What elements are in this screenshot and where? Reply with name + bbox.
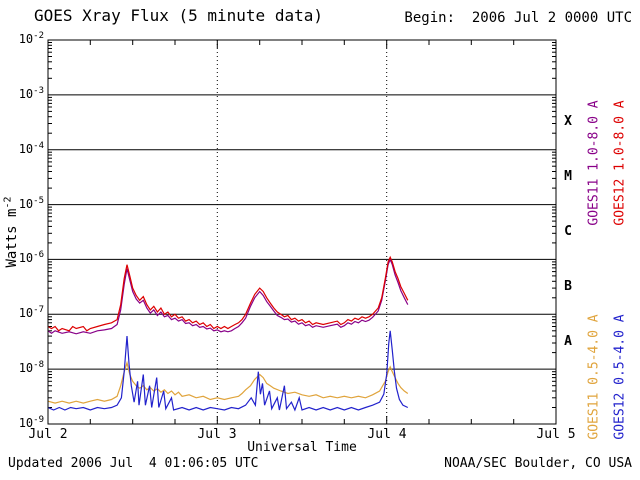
legend-goes11-long: GOES11 1.0-8.0 A bbox=[586, 100, 602, 226]
legend-goes12-short: GOES12 0.5-4.0 A bbox=[612, 314, 628, 440]
x-tick-label: Jul 4 bbox=[367, 427, 407, 442]
flare-class-label-c: C bbox=[564, 224, 572, 239]
flare-class-label-a: A bbox=[564, 334, 572, 349]
flare-class-label-b: B bbox=[564, 279, 572, 294]
series-trace-3 bbox=[47, 330, 409, 412]
updated-timestamp: Updated 2006 Jul 4 01:06:05 UTC bbox=[8, 456, 259, 471]
series-trace-1 bbox=[47, 255, 409, 332]
series-trace-2 bbox=[47, 360, 409, 404]
flare-class-label-x: X bbox=[564, 114, 572, 129]
legend-goes11-short: GOES11 0.5-4.0 A bbox=[586, 314, 602, 440]
y-tick-label: 10-9 bbox=[18, 415, 44, 431]
x-axis-title: Universal Time bbox=[247, 440, 357, 455]
x-tick-label: Jul 2 bbox=[28, 427, 68, 442]
source-credit: NOAA/SEC Boulder, CO USA bbox=[444, 456, 632, 471]
page-title: GOES Xray Flux (5 minute data) bbox=[34, 6, 323, 25]
legend-goes12-long: GOES12 1.0-8.0 A bbox=[612, 100, 628, 226]
y-tick-label: 10-3 bbox=[18, 86, 44, 102]
y-tick-label: 10-2 bbox=[18, 31, 44, 47]
y-tick-label: 10-8 bbox=[18, 360, 44, 376]
y-tick-label: 10-7 bbox=[18, 305, 44, 321]
x-tick-label: Jul 3 bbox=[197, 427, 237, 442]
y-tick-label: 10-5 bbox=[18, 196, 44, 212]
flare-class-label-m: M bbox=[564, 169, 572, 184]
series-trace-0 bbox=[47, 257, 409, 335]
y-tick-label: 10-4 bbox=[18, 141, 44, 157]
x-tick-label: Jul 5 bbox=[536, 427, 576, 442]
begin-time-label: Begin: 2006 Jul 2 0000 UTC bbox=[404, 10, 632, 26]
y-tick-label: 10-6 bbox=[18, 250, 44, 266]
